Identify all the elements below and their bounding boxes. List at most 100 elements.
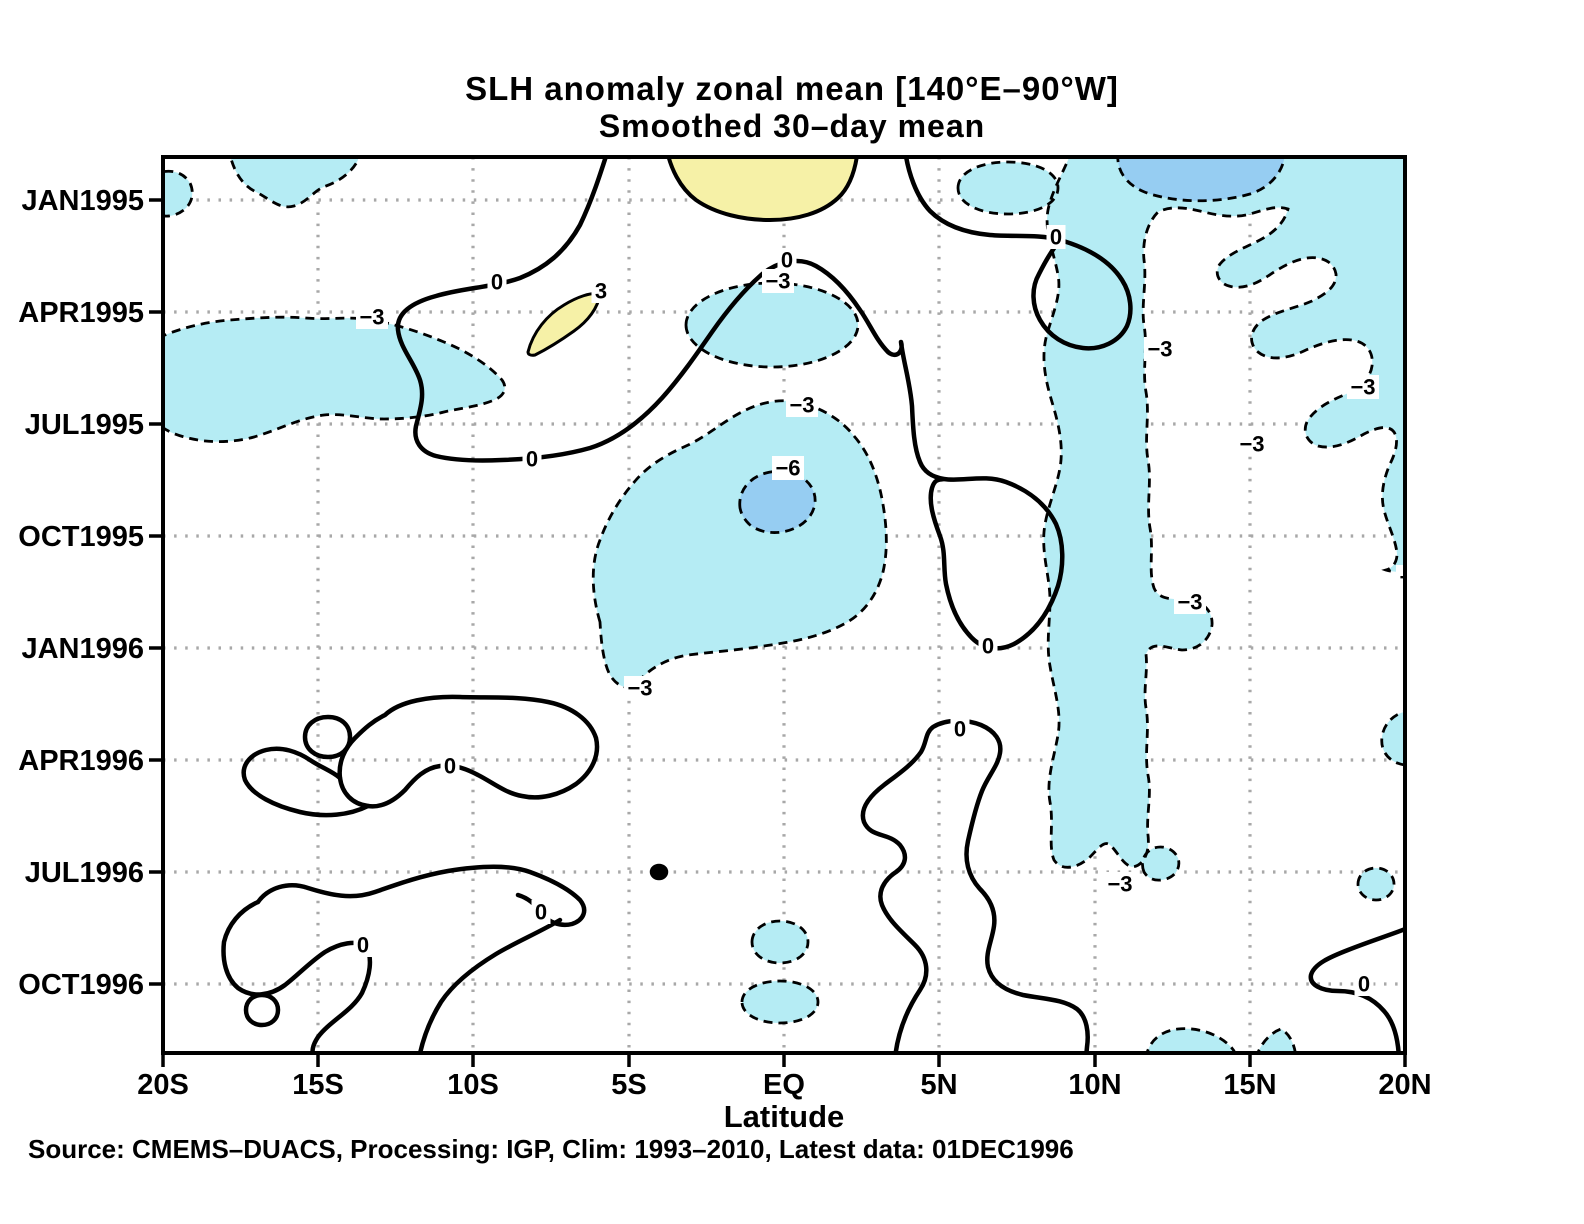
contour-label-bg	[950, 717, 970, 741]
contour-dashed-neg3-right-blob-19N	[1380, 710, 1405, 767]
contour-fill-top-oval-7N	[958, 162, 1058, 214]
contour-label: 0	[535, 900, 547, 925]
contour-fill-topright-complex	[1043, 157, 1405, 868]
x-tick-label: 5N	[920, 1069, 957, 1101]
contour-dashed-neg3-topleft-blob	[229, 157, 360, 209]
contour-label: −3	[1239, 432, 1264, 457]
contour-label-bg	[440, 754, 460, 778]
contour-solid-zero-topright-hook	[903, 157, 1133, 351]
contour-label: 3	[595, 279, 607, 304]
x-tick-label: 5S	[611, 1069, 646, 1101]
y-tick-label: OCT1995	[18, 521, 144, 553]
contour-solid-zero-bottomright-hook	[1308, 926, 1405, 1053]
contour-dashed-neg3-eq-spot1	[750, 919, 810, 965]
contour-solid-zero-tiny-dash-4S	[649, 863, 669, 881]
contour-label-bg	[624, 676, 656, 700]
contour-label: 0	[357, 933, 369, 958]
contour-label: −3	[1177, 590, 1202, 615]
contour-label-bg	[1046, 225, 1066, 249]
contour-fill-small-dot-12N	[1142, 847, 1179, 881]
contour-label-bg	[487, 270, 507, 294]
source-caption: Source: CMEMS–DUACS, Processing: IGP, Cl…	[28, 1134, 1074, 1164]
contour-label: −3	[1350, 375, 1375, 400]
contour-solid-plus3-teardrop-outline	[526, 292, 602, 357]
contour-label-bg	[1396, 565, 1405, 589]
contour-fill-top-yellow-blob	[668, 157, 857, 220]
contour-label-bg	[522, 447, 542, 471]
contour-solid-zero-jul1996-arc	[255, 864, 587, 928]
contour-fill-equator-big-blob	[593, 400, 887, 688]
contour-solid-zero-diagonal-descender	[417, 917, 563, 1053]
contour-label-bg	[786, 393, 818, 417]
contour-fill-eq-bottom-spot1	[752, 921, 808, 963]
chart-subtitle: Smoothed 30–day mean	[598, 108, 986, 144]
contour-label: 0	[1050, 225, 1062, 250]
contour-label-bg	[1236, 432, 1268, 456]
contour-label-bg	[353, 933, 373, 957]
contour-label: −3	[1147, 337, 1172, 362]
contour-label-bg	[1104, 872, 1136, 896]
contour-solid-plus3-top-yellow-outline	[666, 157, 859, 222]
contour-dashed-neg3-eq-big-blob	[591, 399, 888, 689]
contour-label: −3	[765, 269, 790, 294]
contour-label: 0	[491, 270, 503, 295]
x-tick-label: 10N	[1068, 1069, 1121, 1101]
contour-label: 0	[954, 717, 966, 742]
contour-solid-zero-snake-west-eq-island	[395, 157, 1065, 651]
contour-label-bg	[356, 305, 388, 329]
contour-dashed-neg6-topright-core	[1116, 157, 1286, 203]
x-tick-label: 20S	[137, 1069, 189, 1101]
y-tick-label: JUL1995	[25, 409, 144, 441]
contour-label-bg	[1354, 972, 1374, 996]
x-tick-label: EQ	[763, 1069, 805, 1101]
contour-fill-eq-bottom-spot2	[742, 981, 818, 1023]
contour-label-bg	[1347, 375, 1379, 399]
contour-label: −3	[1399, 565, 1424, 590]
contour-label-bg	[772, 456, 804, 480]
contour-dashed-neg3-west-fish	[163, 315, 507, 444]
contour-fill-bottom-edge-blob2	[1257, 1029, 1296, 1053]
contour-label: 0	[982, 634, 994, 659]
contour-label: −3	[627, 676, 652, 701]
x-axis-title: Latitude	[724, 1099, 845, 1134]
contour-label-bg	[978, 634, 998, 658]
y-tick-label: APR1995	[18, 297, 144, 329]
contour-label: 0	[444, 754, 456, 779]
contour-dashed-neg3-eq-spot2	[740, 979, 820, 1025]
contour-label: −3	[359, 305, 384, 330]
contour-solid-zero-small-loop-15S	[302, 714, 353, 760]
y-tick-label: APR1996	[18, 745, 144, 777]
contour-solid-zero-small-circle-16S	[243, 992, 281, 1028]
x-tick-label: 15S	[292, 1069, 344, 1101]
y-tick-label: JAN1996	[21, 633, 144, 665]
contour-label: 0	[526, 447, 538, 472]
contour-label: −6	[775, 456, 800, 481]
contour-label: −3	[1107, 872, 1132, 897]
contour-label-bg	[1174, 590, 1206, 614]
contour-label-bg	[531, 900, 551, 924]
contour-dashed-neg3-topright-boundary	[1042, 157, 1405, 869]
contour-fill-right-edge-blob-19N	[1381, 711, 1405, 765]
contour-solid-zero-pretzel-apr1996	[337, 694, 600, 809]
x-tick-label: 10S	[447, 1069, 499, 1101]
x-tick-label: 20N	[1378, 1069, 1431, 1101]
y-tick-label: JAN1995	[21, 185, 144, 217]
contour-label: 0	[781, 248, 793, 273]
contour-label-bg	[591, 279, 611, 303]
contour-dashed-neg3-topleft-edge-blob	[163, 169, 194, 218]
contour-fill-small-yellow-teardrop	[528, 293, 600, 356]
contour-fill-right-dot-19N	[1358, 868, 1394, 900]
contour-dashed-neg3-eq-oval	[684, 281, 860, 369]
contour-solid-zero-west-arm	[241, 746, 371, 818]
contour-label: −3	[789, 393, 814, 418]
y-tick-label: JUL1996	[25, 857, 144, 889]
contour-fill-equator-oval-apr1995	[686, 283, 858, 367]
contour-dashed-neg3-small-dot-12N	[1141, 845, 1181, 882]
y-tick-label: OCT1996	[18, 969, 144, 1001]
contour-solid-zero-left-descender	[221, 899, 373, 1053]
x-tick-label: 15N	[1223, 1069, 1276, 1101]
